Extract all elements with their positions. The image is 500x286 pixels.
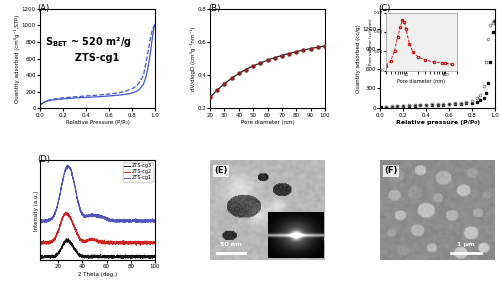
Text: (B): (B) [208, 4, 220, 13]
ZTS-cg2 [148, 241, 154, 244]
ZTS-cg3 [148, 255, 154, 258]
ZTS-cg3 [90, 256, 96, 259]
X-axis label: Relative Pressure (P/P₀): Relative Pressure (P/P₀) [66, 120, 130, 125]
Line: ZTS-cg3: ZTS-cg3 [40, 239, 155, 259]
ZTS-cg1 [64, 163, 70, 167]
Text: (D): (D) [38, 155, 51, 164]
ZTS-cg3 [43, 256, 49, 259]
ZTS-cg1 [122, 221, 128, 225]
X-axis label: Relative pressure (P/P₀): Relative pressure (P/P₀) [396, 120, 479, 125]
ZTS-cg3 [120, 257, 126, 261]
Text: 1 μm: 1 μm [458, 242, 475, 247]
ZTS-cg3 [152, 256, 158, 259]
ZTS-cg2 [138, 244, 143, 247]
Text: (A): (A) [38, 4, 50, 13]
ZTS-cg3 [64, 237, 70, 241]
ZTS-cg1 [152, 219, 158, 223]
Text: $\mathbf{S_{BET}}$ ~ 520 m²/g
     ZTS-cg1: $\mathbf{S_{BET}}$ ~ 520 m²/g ZTS-cg1 [45, 35, 132, 63]
ZTS-cg1 [37, 219, 43, 222]
ZTS-cg2 [128, 241, 134, 245]
ZTS-cg2 [152, 242, 158, 245]
ZTS-cg3 [93, 254, 99, 257]
X-axis label: 2 Theta (deg.): 2 Theta (deg.) [78, 272, 117, 277]
ZTS-cg2 [90, 237, 96, 240]
ZTS-cg1 [90, 213, 96, 217]
ZTS-cg1 [43, 220, 49, 223]
ZTS-cg1 [93, 213, 99, 217]
Text: (E): (E) [214, 166, 228, 175]
ZTS-cg3 [148, 255, 154, 259]
ZTS-cg2 [148, 241, 154, 245]
ZTS-cg3 [128, 255, 134, 259]
ZTS-cg1 [148, 219, 154, 223]
ZTS-cg2 [37, 242, 43, 246]
Line: ZTS-cg2: ZTS-cg2 [40, 212, 155, 245]
Legend: ZTS-cg3, ZTS-cg2, ZTS-cg1: ZTS-cg3, ZTS-cg2, ZTS-cg1 [122, 162, 154, 182]
ZTS-cg1 [128, 219, 134, 223]
ZTS-cg2 [43, 241, 49, 244]
Y-axis label: Quantity adsorbed (cm³g⁻¹,STP): Quantity adsorbed (cm³g⁻¹,STP) [14, 14, 20, 103]
Line: ZTS-cg1: ZTS-cg1 [40, 165, 155, 223]
Y-axis label: Intensity (a.u.): Intensity (a.u.) [34, 190, 38, 231]
Text: (F): (F) [384, 166, 398, 175]
Y-axis label: Quantity adsorbed (cc/g): Quantity adsorbed (cc/g) [356, 24, 360, 93]
X-axis label: Pore diameter (nm): Pore diameter (nm) [240, 120, 294, 125]
ZTS-cg1 [148, 219, 154, 222]
ZTS-cg2 [93, 239, 99, 242]
Text: 50 nm: 50 nm [220, 242, 242, 247]
ZTS-cg2 [63, 210, 69, 214]
Text: (C): (C) [378, 4, 390, 13]
Y-axis label: dV/dlogD (cm³g⁻¹nm⁻¹): dV/dlogD (cm³g⁻¹nm⁻¹) [190, 26, 196, 91]
ZTS-cg3 [37, 254, 43, 257]
